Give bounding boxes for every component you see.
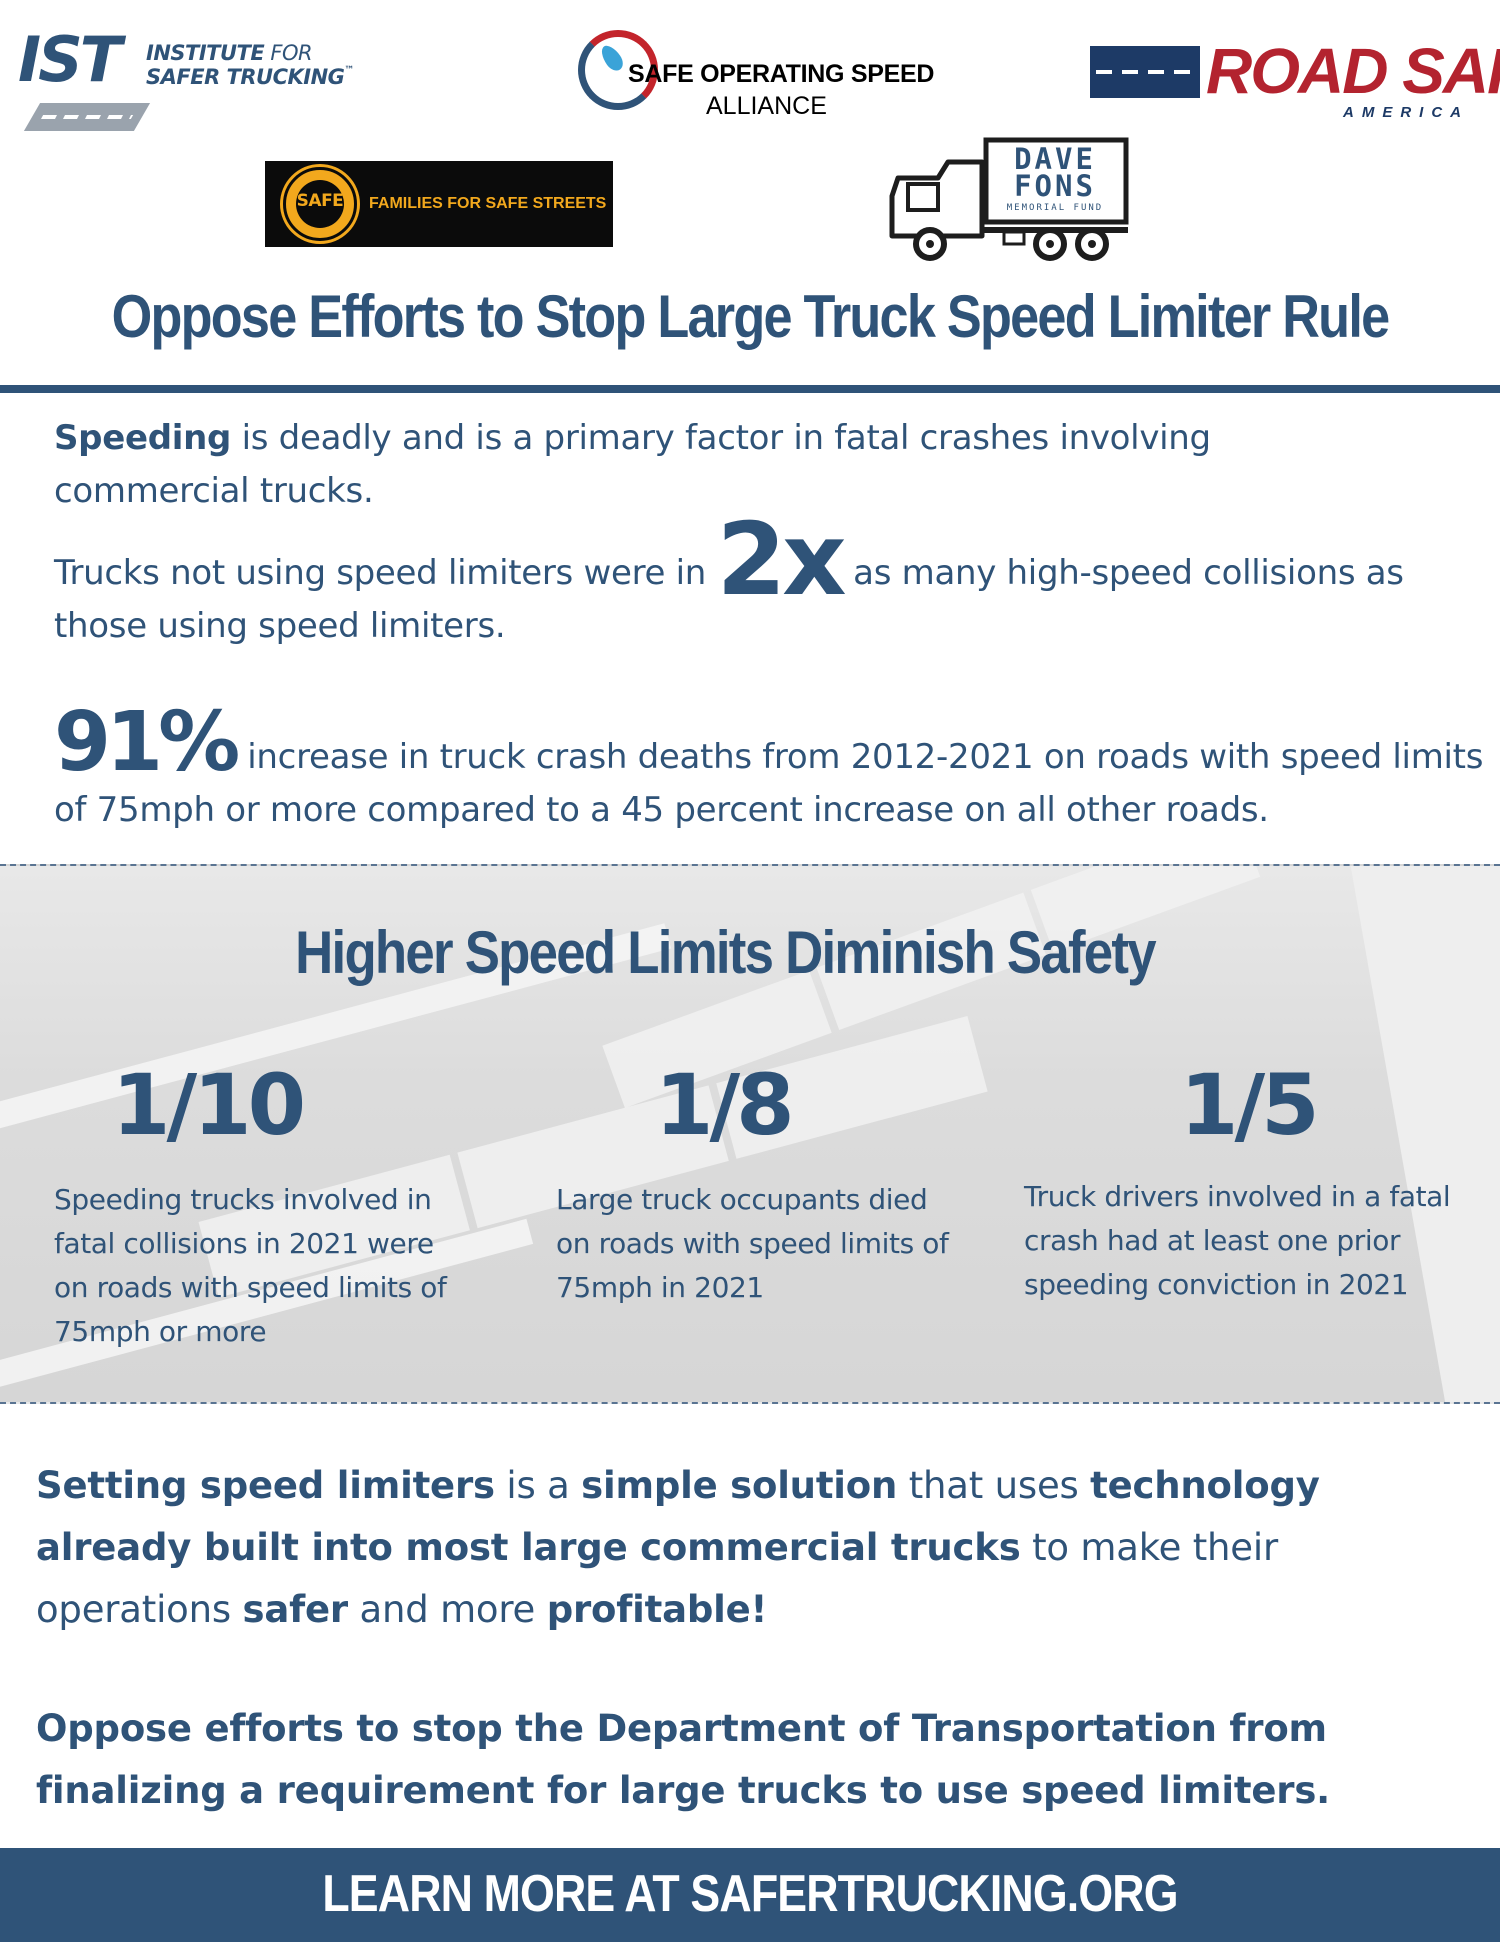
ist-line1-bold: INSTITUTE — [146, 41, 265, 65]
sosa-logo: SAFE OPERATING SPEED ALLIANCE — [578, 22, 938, 132]
ffss-logo-name: FAMILIES FOR SAFE STREETS — [369, 195, 607, 212]
limiter-collisions-statement: Trucks not using speed limiters were in … — [54, 501, 1474, 653]
call-to-action: Oppose efforts to stop the Department of… — [36, 1707, 1330, 1812]
title-divider — [0, 385, 1500, 393]
speedometer-icon — [578, 30, 658, 110]
collisions-text-after: as many high-speed collisions as those u… — [54, 553, 1404, 646]
ist-logo: IST INSTITUTE FOR SAFER TRUCKING™ — [18, 25, 398, 135]
crash-deaths-text: increase in truck crash deaths from 2012… — [54, 737, 1484, 830]
footer-link[interactable]: LEARN MORE AT SAFERTRUCKING.ORG — [322, 1865, 1178, 1923]
stat-description: Truck drivers involved in a fatal crash … — [1024, 1180, 1451, 1301]
solution-text: that uses — [897, 1464, 1091, 1507]
ist-line1-light: FOR — [264, 41, 313, 65]
stat-value: 1/5 — [1180, 1056, 1320, 1154]
truck-icon — [889, 137, 1129, 261]
solution-keyword: technology already built into most large… — [36, 1464, 1320, 1569]
sosa-logo-line1: SAFE OPERATING SPEED — [628, 60, 935, 88]
stat-value: 1/8 — [655, 1056, 795, 1154]
partner-logos: IST INSTITUTE FOR SAFER TRUCKING™ SAFE O… — [0, 0, 1500, 270]
trademark-symbol: ™ — [344, 65, 354, 76]
section-title: Higher Speed Limits Diminish Safety — [295, 919, 1156, 986]
solution-keyword: safer — [242, 1588, 349, 1631]
ffss-seal-icon: SAFE — [283, 167, 357, 241]
speeding-statement: Speeding is deadly and is a primary fact… — [54, 412, 1314, 518]
crash-deaths-percent: 91% — [54, 695, 240, 790]
stat-description: Large truck occupants died on roads with… — [556, 1183, 949, 1304]
stat-value: 1/10 — [112, 1056, 306, 1154]
ist-logo-mark: IST — [18, 23, 122, 96]
solution-keyword: Setting speed limiters — [36, 1464, 495, 1507]
dave-fons-line3: MEMORIAL FUND — [1006, 203, 1104, 213]
ist-logo-line2: SAFER TRUCKING™ — [146, 65, 354, 89]
footer-banner[interactable]: LEARN MORE AT SAFERTRUCKING.ORG — [0, 1848, 1500, 1942]
stat-description: Speeding trucks involved in fatal collis… — [54, 1183, 447, 1348]
solution-keyword: profitable! — [546, 1588, 768, 1631]
crash-deaths-statement: 91% increase in truck crash deaths from 2… — [54, 695, 1494, 837]
dave-fons-line2: FONS — [1014, 169, 1096, 203]
solution-text: to make their operations — [36, 1526, 1278, 1631]
dave-fons-memorial-fund-logo: DAVE FONS MEMORIAL FUND — [878, 132, 1148, 262]
road-curb — [1343, 866, 1500, 1402]
road-background-section: ▬▬▬ ▬▬▬ — [0, 864, 1500, 1404]
families-for-safe-streets-logo: SAFE FAMILIES FOR SAFE STREETS — [265, 161, 613, 247]
dave-fons-line1: DAVE — [1014, 142, 1096, 176]
seal-center — [296, 180, 344, 228]
speeding-text: is deadly and is a primary factor in fat… — [54, 418, 1211, 511]
ist-logo-line1: INSTITUTE FOR — [146, 41, 313, 65]
ist-line2-text: SAFER TRUCKING — [146, 65, 345, 89]
collisions-text-before: Trucks not using speed limiters were in — [54, 553, 717, 593]
road-safe-logo-line2: AMERICA — [1343, 104, 1469, 121]
sosa-logo-line2: ALLIANCE — [706, 92, 827, 120]
road-safe-logo-line1: ROAD SAFE — [1206, 35, 1500, 107]
solution-text: is a — [494, 1464, 582, 1507]
page-title: Oppose Efforts to Stop Large Truck Speed… — [111, 283, 1391, 350]
seal-word: SAFE — [296, 191, 344, 211]
solution-keyword: simple solution — [581, 1464, 898, 1507]
speeding-keyword: Speeding — [54, 418, 232, 458]
road-icon — [23, 103, 151, 131]
solution-text: and more — [347, 1588, 547, 1631]
road-safe-america-logo: ROAD SAFE AMERICA — [1090, 30, 1500, 130]
solution-statement: Setting speed limiters is a simple solut… — [36, 1455, 1476, 1641]
collisions-multiplier: 2x — [716, 501, 847, 618]
road-lanes-icon — [1090, 46, 1200, 98]
